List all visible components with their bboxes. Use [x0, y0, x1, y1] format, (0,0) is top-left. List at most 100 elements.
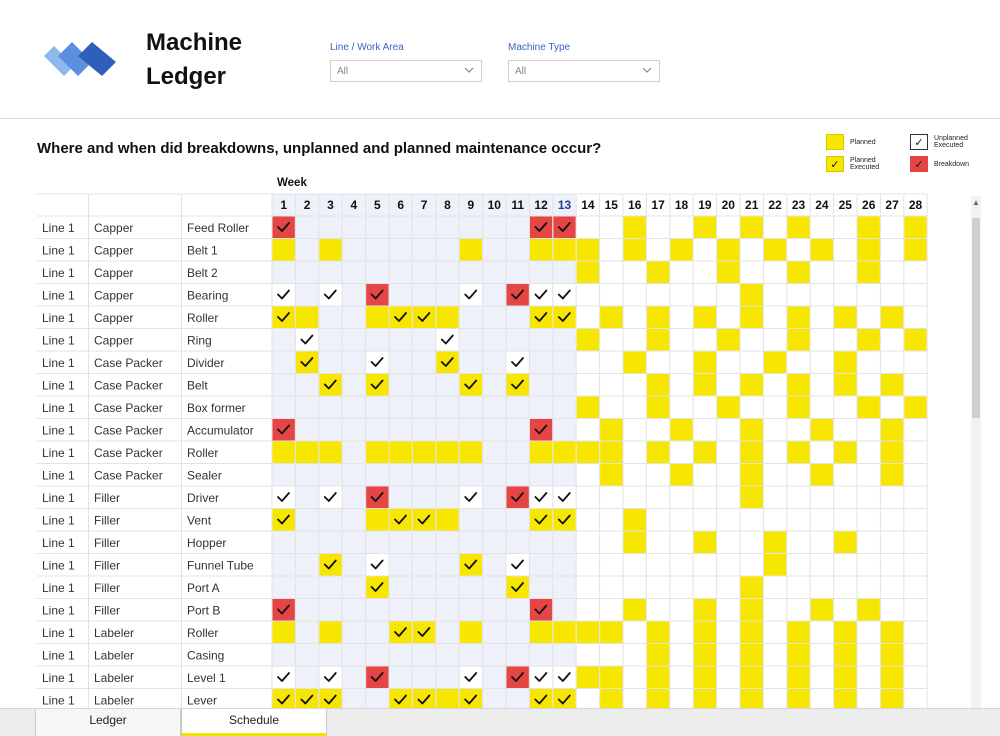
check-icon: [300, 694, 314, 705]
check-icon: [323, 672, 337, 682]
check-icon: [394, 312, 407, 322]
planned-cell: [880, 644, 904, 666]
planned-cell: [787, 644, 810, 666]
check-icon: [323, 289, 337, 300]
check-icon: [300, 357, 314, 367]
row-part: Ring: [187, 334, 212, 348]
check-icon: [277, 492, 290, 502]
planned-cell: [646, 644, 670, 666]
planned-cell: [646, 621, 670, 643]
check-icon: [511, 559, 524, 570]
planned-cell: [436, 509, 459, 531]
week-header-22: 22: [768, 198, 782, 212]
check-icon: [557, 694, 571, 705]
planned-cell: [529, 239, 553, 261]
scroll-up-icon[interactable]: ▲: [972, 198, 980, 207]
tab-ledger[interactable]: Ledger: [35, 709, 181, 736]
check-icon: [511, 289, 524, 300]
planned-cell: [553, 441, 576, 463]
machine-type-select[interactable]: All: [508, 60, 660, 82]
row-line: Line 1: [42, 559, 75, 573]
planned-cell: [834, 351, 857, 373]
tab-bar: Ledger Schedule: [0, 708, 1000, 736]
planned-cell: [623, 216, 646, 238]
row-line: Line 1: [42, 379, 75, 393]
scrollbar-thumb[interactable]: [972, 218, 980, 418]
row-machine-type: Capper: [94, 266, 133, 280]
check-icon: [534, 694, 548, 705]
unplanned-cell: [319, 486, 342, 508]
row-line: Line 1: [42, 311, 75, 325]
check-icon: [370, 559, 384, 570]
planned-cell: [787, 329, 810, 351]
check-icon: [417, 627, 431, 637]
check-icon: [417, 514, 431, 525]
row-part: Funnel Tube: [187, 559, 254, 573]
planned-cell: [295, 689, 319, 708]
planned-cell: [412, 441, 436, 463]
unplanned-cell: [295, 329, 319, 351]
week-header-28: 28: [909, 198, 923, 212]
planned-cell: [834, 306, 857, 328]
check-icon: [534, 222, 548, 232]
planned-cell: [693, 666, 717, 688]
planned-cell: [740, 419, 763, 441]
planned-cell: [834, 374, 857, 396]
vertical-scrollbar[interactable]: ▲: [971, 196, 981, 708]
check-icon: [300, 334, 314, 345]
planned-cell: [436, 441, 459, 463]
check-icon: [464, 289, 478, 300]
row-line: Line 1: [42, 221, 75, 235]
planned-cell: [857, 329, 880, 351]
check-icon: [534, 424, 548, 435]
planned-cell: [763, 531, 787, 553]
planned-cell: [576, 329, 600, 351]
planned-cell: [740, 284, 763, 306]
unplanned-cell: [529, 486, 553, 508]
week-header-18: 18: [675, 198, 689, 212]
planned-cell: [646, 306, 670, 328]
check-icon: [277, 514, 290, 525]
line-work-area-select[interactable]: All: [330, 60, 482, 82]
planned-cell: [600, 689, 623, 708]
check-icon: [464, 672, 478, 682]
check-icon: [557, 492, 571, 502]
check-icon: [511, 357, 524, 367]
row-machine-type: Case Packer: [94, 356, 163, 370]
planned-cell: [295, 306, 319, 328]
planned-cell: [880, 306, 904, 328]
row-machine-type: Case Packer: [94, 379, 163, 393]
planned-cell: [693, 441, 717, 463]
row-part: Lever: [187, 694, 217, 708]
tab-schedule[interactable]: Schedule: [181, 709, 327, 736]
unplanned-cell: [366, 554, 389, 576]
planned-cell: [740, 486, 763, 508]
planned-cell: [717, 239, 740, 261]
legend-unplanned-swatch: ✓: [910, 134, 928, 150]
planned-cell: [412, 621, 436, 643]
planned-cell: [600, 441, 623, 463]
week-header-4: 4: [351, 198, 358, 212]
planned-cell: [412, 509, 436, 531]
row-line: Line 1: [42, 694, 75, 708]
check-icon: [511, 672, 524, 682]
planned-cell: [553, 621, 576, 643]
week-header-7: 7: [421, 198, 428, 212]
legend-planned: Planned: [826, 134, 876, 150]
planned-cell: [459, 239, 483, 261]
planned-cell: [740, 216, 763, 238]
planned-cell: [670, 239, 693, 261]
row-machine-type: Capper: [94, 311, 133, 325]
week-header-23: 23: [792, 198, 806, 212]
unplanned-cell: [506, 554, 529, 576]
week-header-1: 1: [280, 198, 287, 212]
planned-cell: [366, 306, 389, 328]
row-machine-type: Filler: [94, 581, 120, 595]
week-header-11: 11: [511, 198, 524, 212]
breakdown-cell: [529, 419, 553, 441]
planned-cell: [529, 621, 553, 643]
breakdown-cell: [366, 486, 389, 508]
row-machine-type: Labeler: [94, 694, 134, 708]
check-icon: [440, 357, 454, 367]
